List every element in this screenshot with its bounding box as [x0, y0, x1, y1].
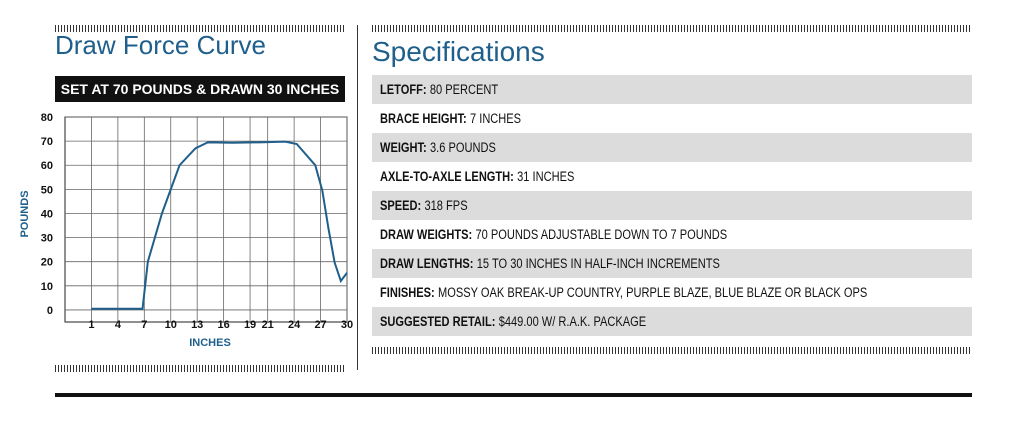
x-tick-label: 24 — [288, 319, 301, 331]
y-tick-label: 40 — [41, 208, 53, 220]
spec-row: SUGGESTED RETAIL: $449.00 W/ R.A.K. PACKA… — [372, 307, 972, 336]
spec-label: BRACE HEIGHT: — [380, 111, 467, 126]
spec-text: DRAW WEIGHTS: 70 POUNDS ADJUSTABLE DOWN T… — [380, 220, 727, 249]
spec-value: $449.00 W/ R.A.K. PACKAGE — [498, 314, 647, 329]
spec-label: SUGGESTED RETAIL: — [380, 314, 496, 329]
y-tick-label: 50 — [41, 184, 53, 196]
spec-value: 15 TO 30 INCHES IN HALF-INCH INCREMENTS — [476, 256, 720, 271]
divider — [357, 25, 358, 370]
x-tick-label: 10 — [165, 319, 177, 331]
spec-row: AXLE-TO-AXLE LENGTH: 31 INCHES — [372, 162, 972, 191]
spec-text: SUGGESTED RETAIL: $449.00 W/ R.A.K. PACKA… — [380, 307, 646, 336]
specs-title: Specifications — [372, 36, 545, 67]
spec-row: DRAW WEIGHTS: 70 POUNDS ADJUSTABLE DOWN T… — [372, 220, 972, 249]
y-tick-label: 60 — [41, 160, 53, 172]
spec-value: MOSSY OAK BREAK-UP COUNTRY, PURPLE BLAZE… — [438, 285, 868, 300]
chart-subtitle: SET AT 70 POUNDS & DRAWN 30 INCHES — [61, 81, 340, 97]
force-curve — [91, 140, 348, 310]
x-tick-label: 21 — [262, 319, 274, 331]
x-tick-label: 7 — [141, 319, 147, 331]
spec-row: LETOFF: 80 PERCENT — [372, 75, 972, 104]
y-tick-label: 10 — [41, 281, 53, 293]
spec-label: LETOFF: — [380, 82, 427, 97]
bottom-rule — [55, 393, 972, 397]
spec-row: DRAW LENGTHS: 15 TO 30 INCHES IN HALF-INC… — [372, 249, 972, 278]
spec-text: FINISHES: MOSSY OAK BREAK-UP COUNTRY, PUR… — [380, 278, 867, 307]
spec-label: DRAW WEIGHTS: — [380, 227, 473, 242]
hatch-bar — [55, 25, 345, 32]
spec-row: BRACE HEIGHT: 7 INCHES — [372, 104, 972, 133]
chart: Draw Force Curve SET AT 70 POUNDS & DRAW… — [19, 30, 353, 349]
subtitle-box — [55, 76, 345, 102]
x-tick-label: 13 — [191, 319, 203, 331]
chart-title: Draw Force Curve — [55, 30, 266, 60]
hatch-bar — [372, 347, 972, 354]
plot-frame — [64, 116, 348, 323]
spec-text: SPEED: 318 FPS — [380, 191, 468, 220]
spec-row: SPEED: 318 FPS — [372, 191, 972, 220]
spec-text: BRACE HEIGHT: 7 INCHES — [380, 104, 521, 133]
spec-value: 7 INCHES — [470, 111, 522, 126]
y-axis-label: POUNDS — [19, 190, 31, 237]
specs-table: LETOFF: 80 PERCENT BRACE HEIGHT: 7 INCHES WE… — [372, 75, 972, 336]
y-tick-label: 0 — [47, 305, 53, 317]
spec-label: AXLE-TO-AXLE LENGTH: — [380, 169, 514, 184]
y-tick-label: 70 — [41, 136, 53, 148]
spec-label: SPEED: — [380, 198, 422, 213]
x-tick-label: 30 — [341, 319, 353, 331]
spec-text: DRAW LENGTHS: 15 TO 30 INCHES IN HALF-INC… — [380, 249, 720, 278]
x-tick-label: 1 — [88, 319, 94, 331]
spec-value: 80 PERCENT — [429, 82, 499, 97]
spec-value: 70 POUNDS ADJUSTABLE DOWN TO 7 POUNDS — [475, 227, 728, 242]
y-tick-label: 80 — [41, 112, 53, 124]
spec-text: WEIGHT: 3.6 POUNDS — [380, 133, 496, 162]
y-tick-label: 20 — [41, 257, 53, 269]
spec-value: 31 INCHES — [517, 169, 575, 184]
spec-text: LETOFF: 80 PERCENT — [380, 75, 498, 104]
spec-row: FINISHES: MOSSY OAK BREAK-UP COUNTRY, PUR… — [372, 278, 972, 307]
hatch-bar — [55, 365, 345, 372]
x-axis-label: INCHES — [189, 337, 231, 349]
spec-label: DRAW LENGTHS: — [380, 256, 474, 271]
spec-value: 3.6 POUNDS — [430, 140, 496, 155]
spec-text: AXLE-TO-AXLE LENGTH: 31 INCHES — [380, 162, 574, 191]
spec-value: 318 FPS — [424, 198, 468, 213]
x-tick-label: 19 — [244, 319, 256, 331]
spec-label: WEIGHT: — [380, 140, 427, 155]
x-tick-label: 16 — [218, 319, 230, 331]
x-tick-label: 27 — [314, 319, 326, 331]
spec-row: WEIGHT: 3.6 POUNDS — [372, 133, 972, 162]
y-tick-label: 30 — [41, 233, 53, 245]
spec-label: FINISHES: — [380, 285, 435, 300]
x-tick-label: 4 — [115, 319, 122, 331]
hatch-bar — [372, 25, 972, 32]
